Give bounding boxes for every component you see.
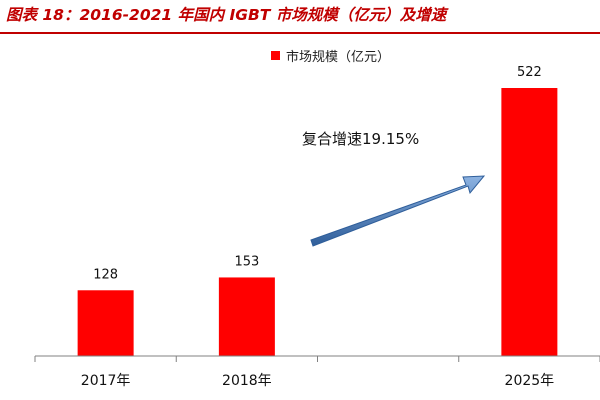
bar — [218, 277, 275, 356]
data-label: 522 — [517, 65, 542, 80]
bar — [501, 88, 558, 356]
legend-label: 市场规模（亿元） — [286, 49, 390, 65]
legend-swatch — [271, 51, 280, 60]
growth-annotation: 复合增速19.15% — [302, 130, 419, 148]
x-tick-label: 2025年 — [505, 373, 555, 389]
x-tick-label: 2017年 — [81, 373, 131, 389]
data-label: 153 — [234, 254, 259, 269]
growth-arrow — [310, 175, 486, 247]
figure-title: 图表 18：2016-2021 年国内 IGBT 市场规模（亿元）及增速 — [6, 6, 447, 24]
title-divider — [0, 32, 600, 34]
bar — [77, 290, 134, 356]
x-tick-label: 2018年 — [222, 373, 272, 389]
legend: 市场规模（亿元） — [271, 49, 390, 65]
data-label: 128 — [93, 267, 118, 282]
